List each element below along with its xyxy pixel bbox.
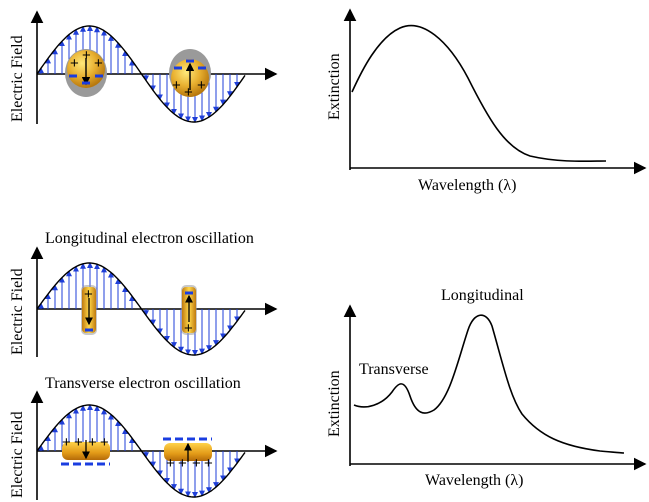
plus-sign: + <box>70 55 79 72</box>
extinction-axis-label: Extinction <box>326 370 343 437</box>
plus-sign: + <box>62 434 71 451</box>
longitudinal-title: Longitudinal electron oscillation <box>45 230 254 247</box>
longitudinal-field-panel: Longitudinal electron oscillation Electr… <box>9 230 278 357</box>
plus-sign: + <box>172 77 181 94</box>
nanorod-3: + + + + <box>61 434 110 466</box>
field-wave <box>36 25 246 123</box>
plus-sign: + <box>166 455 175 472</box>
plus-sign: + <box>74 434 83 451</box>
plus-sign: + <box>184 320 193 337</box>
transverse-field-panel: Transverse electron oscillation Electric… <box>9 375 278 500</box>
electric-field-axis-label: Electric Field <box>9 411 26 498</box>
nanosphere-1: + + + <box>65 47 107 97</box>
plus-sign: + <box>204 455 213 472</box>
extinction-axis-label: Extinction <box>326 53 343 120</box>
plus-sign: + <box>84 286 93 303</box>
plus-sign: + <box>82 47 91 64</box>
field-wave <box>36 262 246 356</box>
plus-sign: + <box>192 455 201 472</box>
rod-extinction-plot: Extinction Transverse Longitudinal Wavel… <box>326 287 647 489</box>
plus-sign: + <box>184 84 193 101</box>
longitudinal-peak-label: Longitudinal <box>441 287 524 304</box>
extinction-spectrum <box>353 314 625 454</box>
nanosphere-2: + + + <box>169 49 211 101</box>
plus-sign: + <box>178 455 187 472</box>
nanorod-2: + <box>181 285 197 337</box>
wavelength-axis-label: Wavelength (λ) <box>418 177 516 194</box>
electric-field-axis-label: Electric Field <box>9 35 26 122</box>
transverse-title: Transverse electron oscillation <box>45 375 241 392</box>
nanorod-1: + <box>81 285 97 335</box>
nanorod-4: + + + + <box>163 437 213 472</box>
sphere-extinction-plot: Extinction Wavelength (λ) <box>326 8 647 194</box>
extinction-spectrum <box>351 24 607 163</box>
sphere-field-panel: Electric Field + + + + + + <box>9 10 278 124</box>
plus-sign: + <box>88 434 97 451</box>
plus-sign: + <box>100 434 109 451</box>
wavelength-axis-label: Wavelength (λ) <box>425 472 523 489</box>
plus-sign: + <box>94 55 103 72</box>
transverse-peak-label: Transverse <box>359 361 429 378</box>
field-wave <box>36 404 246 498</box>
plus-sign: + <box>197 77 206 94</box>
electric-field-axis-label: Electric Field <box>9 268 26 355</box>
